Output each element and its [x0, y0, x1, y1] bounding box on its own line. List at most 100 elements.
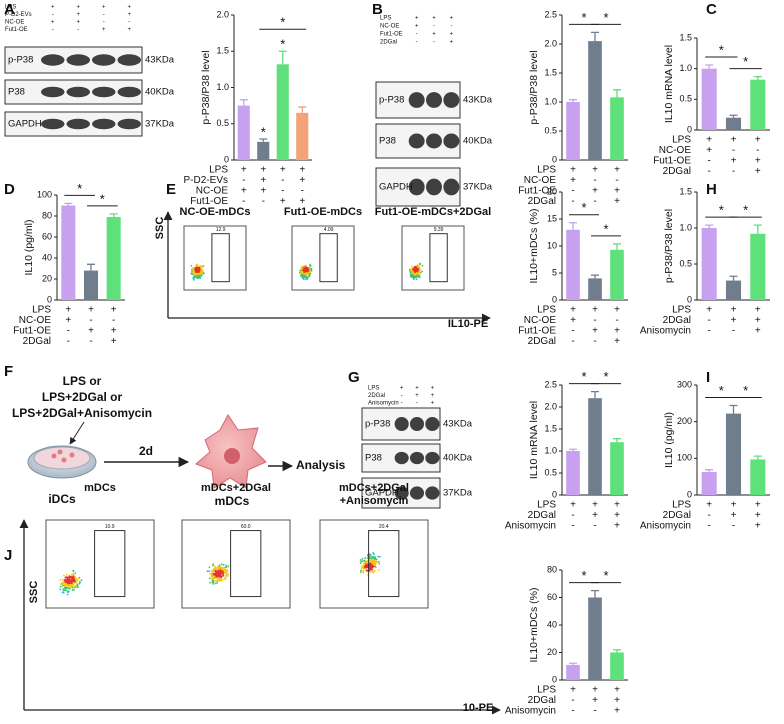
bar — [566, 664, 580, 680]
significance-star: * — [603, 221, 608, 236]
condition-name: Anisomycin — [505, 706, 556, 717]
error-bar — [569, 99, 577, 102]
bar — [750, 459, 766, 495]
blot-band — [394, 416, 409, 432]
blot-band — [409, 486, 425, 500]
flow-dot — [72, 575, 75, 578]
flow-dot — [74, 586, 77, 589]
flow-dot — [222, 567, 225, 569]
blot-band — [92, 118, 116, 130]
flow-dot — [74, 585, 77, 587]
error-bar — [569, 448, 577, 451]
bar — [610, 442, 624, 495]
condition-name: Fut1-OE — [13, 326, 51, 337]
flow-dot — [378, 562, 381, 565]
flow-dot — [196, 269, 199, 271]
flow-dot — [310, 269, 313, 272]
flow-dot — [369, 563, 372, 566]
blot-band — [394, 486, 409, 500]
blot-condition-sign: + — [76, 20, 80, 26]
flow-dot — [225, 564, 228, 567]
blot-band — [408, 133, 425, 149]
flow-dot — [301, 276, 303, 279]
flow-dot — [219, 569, 222, 572]
flow-dot — [302, 276, 305, 278]
y-tick-label: 80 — [547, 564, 557, 574]
condition-sign: - — [112, 315, 115, 326]
blot-band — [66, 54, 90, 66]
blot-condition-sign: + — [127, 5, 131, 11]
flow-dot — [415, 273, 418, 276]
bar — [588, 398, 602, 495]
condition-sign: + — [755, 135, 761, 146]
significance-star: * — [719, 42, 724, 57]
flow-dot — [72, 586, 75, 588]
blot-condition-name: LPS — [5, 5, 16, 11]
y-axis-label: IL10 mRNA level — [663, 45, 675, 123]
condition-sign: + — [614, 706, 620, 717]
flow-dot — [217, 580, 220, 582]
condition-sign: - — [571, 326, 574, 337]
condition-sign: + — [65, 315, 71, 326]
condition-sign: - — [571, 186, 574, 197]
condition-sign: - — [262, 196, 265, 207]
flow-dot — [61, 581, 64, 584]
flow-dot — [412, 274, 415, 277]
flow-dot — [201, 266, 204, 268]
blot-band — [408, 178, 425, 196]
blot-condition-sign: - — [401, 401, 403, 407]
significance-star: * — [719, 383, 724, 398]
flow-dot — [374, 557, 377, 560]
error-bar — [591, 274, 599, 279]
condition-sign: + — [755, 166, 761, 177]
flow-dot — [222, 563, 225, 566]
flow-dot — [359, 569, 362, 572]
blot-band — [443, 178, 460, 196]
flow-dot — [363, 559, 366, 562]
flow-dot — [201, 269, 204, 272]
y-tick-label: 0 — [224, 154, 229, 164]
flow-dot — [223, 571, 226, 574]
y-tick-label: 1.5 — [679, 186, 692, 196]
flow-dot — [71, 580, 74, 583]
blot-protein: p-P38 — [379, 95, 404, 106]
flow-gate-value: 10.9 — [105, 524, 115, 530]
y-tick-label: 5 — [552, 267, 557, 277]
condition-sign: + — [241, 165, 247, 176]
condition-sign: + — [280, 196, 286, 207]
flow-dot — [192, 267, 195, 270]
flow-dot — [68, 582, 71, 584]
flow-dot — [226, 575, 229, 578]
blot-protein: P38 — [8, 87, 25, 98]
condition-sign: - — [281, 175, 284, 186]
blot-band — [425, 451, 440, 465]
error-bar — [753, 455, 762, 460]
blot-size: 40KDa — [443, 453, 473, 464]
y-tick-label: 2.0 — [216, 9, 229, 19]
condition-sign: - — [593, 175, 596, 186]
flow-dot — [195, 264, 198, 267]
blot-size: 40KDa — [145, 87, 175, 98]
flow-dot — [71, 585, 73, 588]
flow-dot — [77, 577, 80, 580]
flow-dot — [411, 275, 413, 278]
flow-dot — [65, 573, 68, 576]
flow-dot — [192, 277, 195, 280]
condition-name: NC-OE — [196, 186, 229, 197]
bar — [588, 597, 602, 680]
flow-dot — [223, 578, 226, 581]
significance-star: * — [743, 54, 748, 69]
significance-star: * — [743, 203, 748, 218]
y-axis-label: IL10 mRNA level — [528, 401, 540, 479]
condition-sign: + — [592, 500, 598, 511]
condition-name: NC-OE — [19, 315, 52, 326]
flow-dot — [74, 572, 77, 575]
flow-dot — [198, 273, 200, 276]
flow-dot — [415, 266, 418, 268]
bar — [610, 249, 624, 300]
blot-condition-name: NC-OE — [380, 24, 399, 30]
condition-sign: + — [614, 695, 620, 706]
flow-gate-value: 12.9 — [216, 227, 226, 233]
condition-sign: + — [706, 305, 712, 316]
blot-condition-sign: + — [102, 27, 106, 33]
